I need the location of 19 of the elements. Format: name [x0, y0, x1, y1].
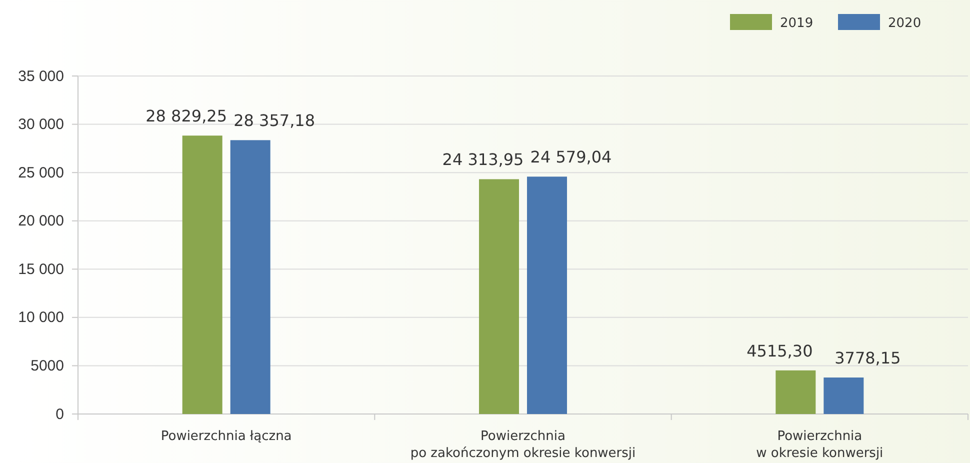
y-tick-label: 30 000 — [18, 116, 64, 134]
y-tick-label: 20 000 — [18, 212, 64, 230]
data-label: 4515,30 — [746, 341, 813, 360]
data-label: 24 313,95 — [442, 150, 524, 170]
x-tick-label: Powierzchnia w okresie konwersji — [756, 429, 884, 461]
y-tick-label: 5000 — [30, 358, 64, 375]
legend-label: 2020 — [888, 16, 922, 31]
data-label: 28 829,25 — [146, 106, 228, 126]
y-tick-label: 15 000 — [18, 260, 64, 278]
x-tick-label: Powierzchnia łączna — [160, 429, 292, 444]
data-label: 28 357,18 — [234, 111, 316, 130]
y-tick-label: 10 000 — [18, 309, 64, 326]
legend-label: 2019 — [780, 16, 814, 31]
y-tick-label: 25 000 — [18, 164, 64, 182]
x-tick-label: Powierzchnia po zakończonym okresie konwersji — [410, 429, 636, 461]
data-label: 3778,15 — [834, 348, 901, 368]
y-tick-label: 0 — [56, 406, 64, 423]
y-tick-label: 35 000 — [18, 68, 64, 85]
data-label: 24 579,04 — [530, 148, 612, 167]
